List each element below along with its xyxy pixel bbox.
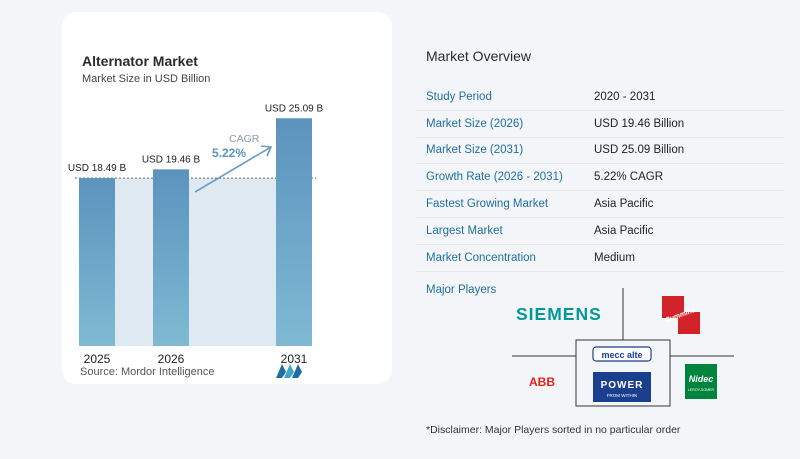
overview-row-label: Market Size (2026) xyxy=(426,117,524,130)
overview-table: Study Period 2020 - 2031 Market Size (2026… xyxy=(416,84,784,272)
cummins-logo-text: Cummins xyxy=(664,307,696,325)
cagr-arrowhead xyxy=(260,145,273,157)
x-tick-label: 2031 xyxy=(281,352,308,366)
cagr-label: CAGR xyxy=(229,133,260,145)
overview-row: Market Size (2031) USD 25.09 Billion xyxy=(416,138,784,165)
overview-row-label: Market Size (2031) xyxy=(426,144,524,157)
bar-chart: USD 18.49 B 2025 USD 19.46 B 2026 USD 25.09 … xyxy=(68,103,324,366)
mecc-alte-power-badge xyxy=(593,372,651,402)
bar-value-label: USD 25.09 B xyxy=(265,103,324,114)
overview-row-label: Fastest Growing Market xyxy=(426,198,549,211)
leroy-somer-text: LEROY-SOMER xyxy=(688,388,715,392)
overview-row: Market Concentration Medium xyxy=(416,245,784,272)
overview-row-value: Asia Pacific xyxy=(594,198,654,211)
x-tick-label: 2026 xyxy=(158,352,185,366)
overview-row: Study Period 2020 - 2031 xyxy=(416,84,784,111)
cummins-logo-icon: Cummins xyxy=(662,296,700,334)
bar-2026 xyxy=(153,169,189,346)
overview-row: Market Size (2026) USD 19.46 Billion xyxy=(416,111,784,138)
overview-row: Largest Market Asia Pacific xyxy=(416,218,784,245)
abb-logo: ABB xyxy=(529,375,555,389)
overview-row-value: Asia Pacific xyxy=(594,224,654,237)
overview-row: Growth Rate (2026 - 2031) 5.22% CAGR xyxy=(416,164,784,192)
mecc-alte-power-text: POWER xyxy=(601,380,644,391)
mecc-alte-logo: mecc alte xyxy=(601,350,642,360)
overview-row-label: Growth Rate (2026 - 2031) xyxy=(426,171,563,184)
grid-box xyxy=(575,339,671,407)
major-players-label: Major Players xyxy=(426,284,497,296)
baseline-band xyxy=(79,178,312,346)
bar-2031 xyxy=(276,118,312,346)
mecc-alte-logo-frame xyxy=(592,346,652,362)
chart-card: Alternator Market Market Size in USD Bil… xyxy=(62,12,392,384)
overview-panel: Market Overview Study Period 2020 - 2031 M… xyxy=(400,0,800,459)
cagr-arrow xyxy=(194,146,272,193)
overview-row-label: Market Concentration xyxy=(426,251,536,264)
chart-subtitle: Market Size in USD Billion xyxy=(82,73,211,85)
overview-row-value: 5.22% CAGR xyxy=(594,171,664,184)
nidec-logo-icon xyxy=(685,364,717,399)
source-note: Source: Mordor Intelligence xyxy=(80,366,215,378)
overview-row-label: Largest Market xyxy=(426,224,503,237)
x-tick-label: 2025 xyxy=(84,352,111,366)
chart-title: Alternator Market xyxy=(82,53,198,69)
bar-value-label: USD 19.46 B xyxy=(142,154,201,165)
nidec-logo-text: Nidec xyxy=(689,374,714,384)
disclaimer: *Disclaimer: Major Players sorted in no … xyxy=(426,424,681,436)
cagr-value: 5.22% xyxy=(212,146,246,160)
overview-title: Market Overview xyxy=(426,48,532,64)
overview-row-value: 2020 - 2031 xyxy=(594,90,656,103)
overview-row: Fastest Growing Market Asia Pacific xyxy=(416,191,784,218)
mordor-logo-icon xyxy=(276,364,302,378)
overview-row-label: Study Period xyxy=(426,90,492,103)
mecc-alte-tagline: FROM WITHIN xyxy=(607,393,638,398)
bar-value-label: USD 18.49 B xyxy=(68,163,127,174)
overview-row-value: Medium xyxy=(594,251,635,264)
siemens-logo: SIEMENS xyxy=(516,304,602,324)
bar-2025 xyxy=(79,178,115,346)
overview-row-value: USD 19.46 Billion xyxy=(594,117,685,130)
overview-row-value: USD 25.09 Billion xyxy=(594,144,685,157)
